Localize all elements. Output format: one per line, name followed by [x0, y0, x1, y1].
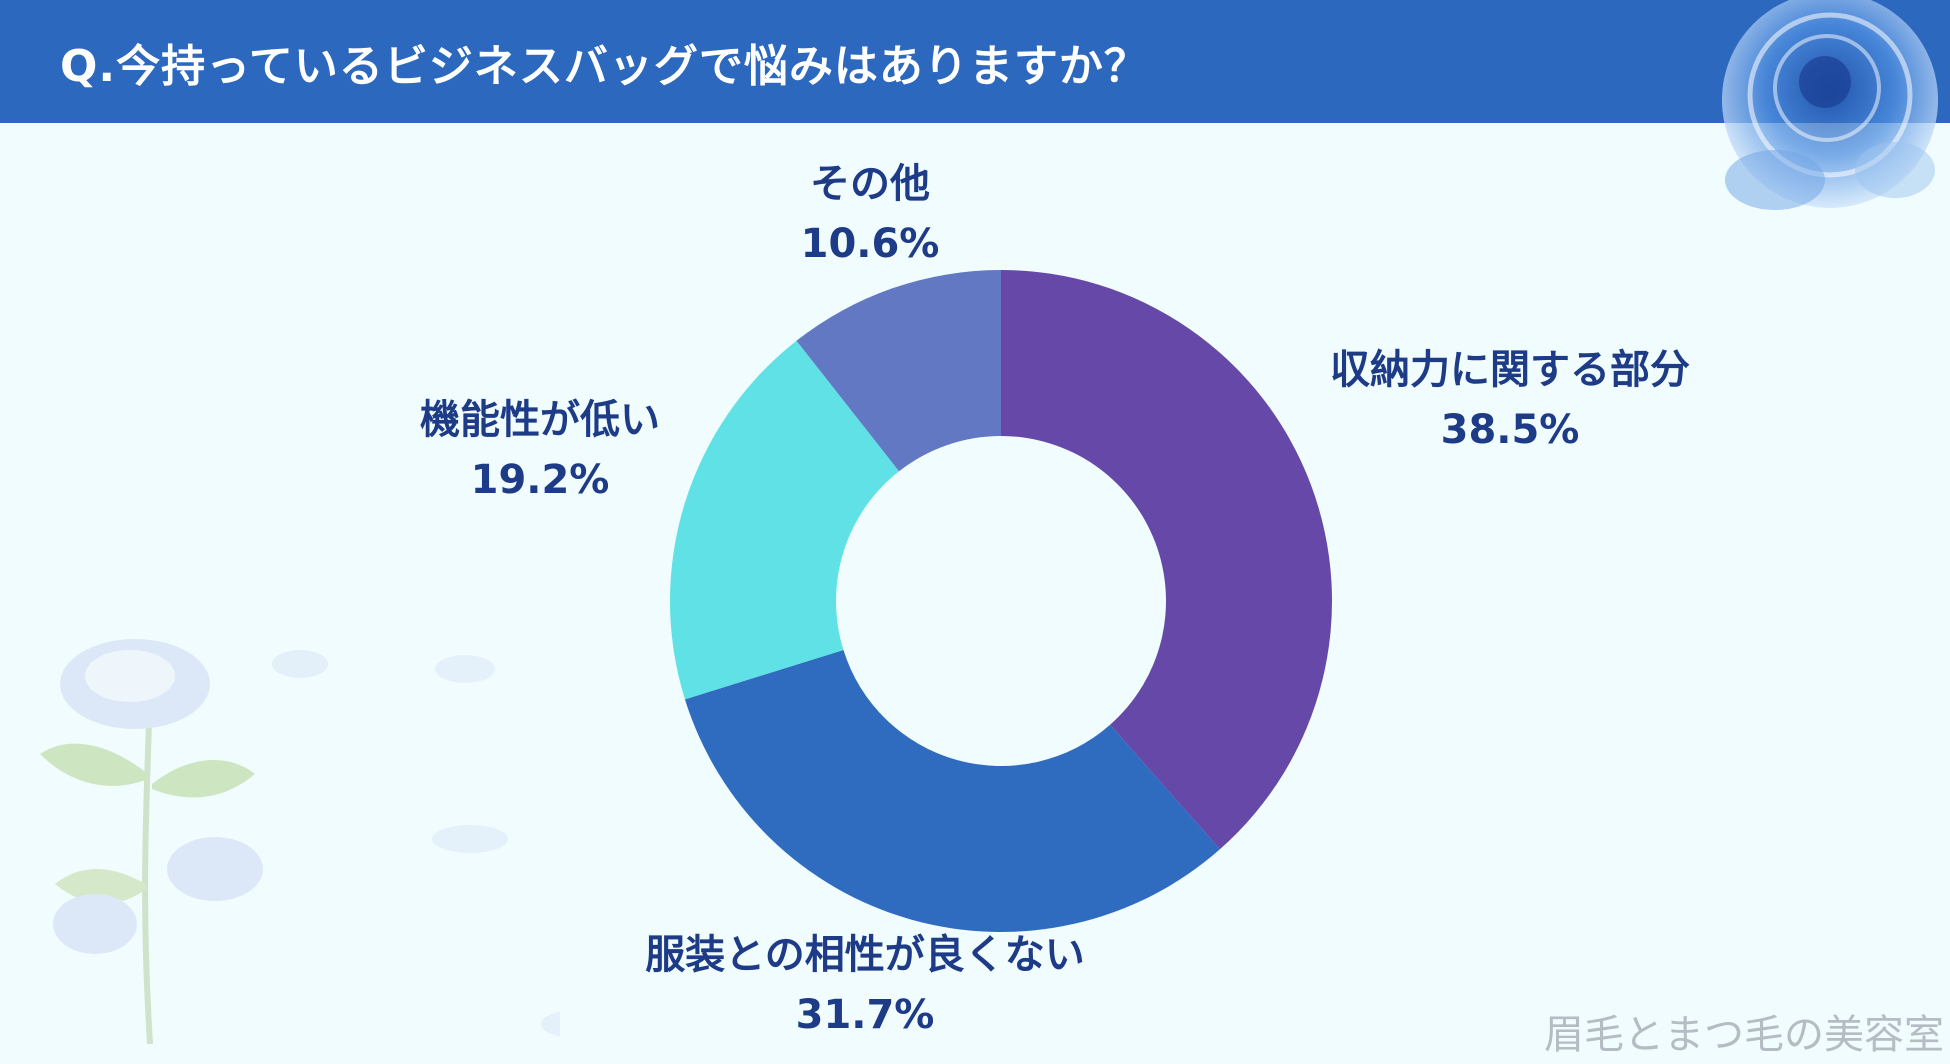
slice-other: [796, 270, 1001, 472]
slice-storage: [1001, 270, 1333, 850]
slice-label-storage: 収納力に関する部分 38.5%: [1270, 340, 1750, 460]
slice-function: [670, 340, 900, 700]
slice-label-other-value: 10.6%: [800, 221, 940, 267]
slice-label-outfit-text: 服装との相性が良くない: [645, 932, 1085, 978]
header-bar: Q.今持っているビジネスバッグで悩みはありますか？: [0, 0, 1950, 123]
slice-label-function: 機能性が低い 19.2%: [370, 390, 710, 510]
slice-label-other-text: その他: [810, 161, 930, 207]
page-title: Q.今持っているビジネスバッグで悩みはありますか？: [60, 41, 1149, 92]
blue-rose-branch-icon: [40, 639, 560, 1045]
slice-label-function-value: 19.2%: [470, 457, 610, 503]
watermark: 眉毛とまつ毛の美容室: [1544, 1012, 1944, 1058]
slice-outfit: [684, 650, 1220, 933]
slice-label-outfit-value: 31.7%: [795, 992, 935, 1038]
slice-label-function-text: 機能性が低い: [420, 397, 660, 443]
blue-rose-icon: [1722, 0, 1938, 210]
slice-label-outfit: 服装との相性が良くない 31.7%: [600, 925, 1130, 1045]
slice-label-other: その他 10.6%: [740, 154, 1000, 274]
slice-label-storage-text: 収納力に関する部分: [1330, 347, 1690, 393]
slice-label-storage-value: 38.5%: [1440, 407, 1580, 453]
